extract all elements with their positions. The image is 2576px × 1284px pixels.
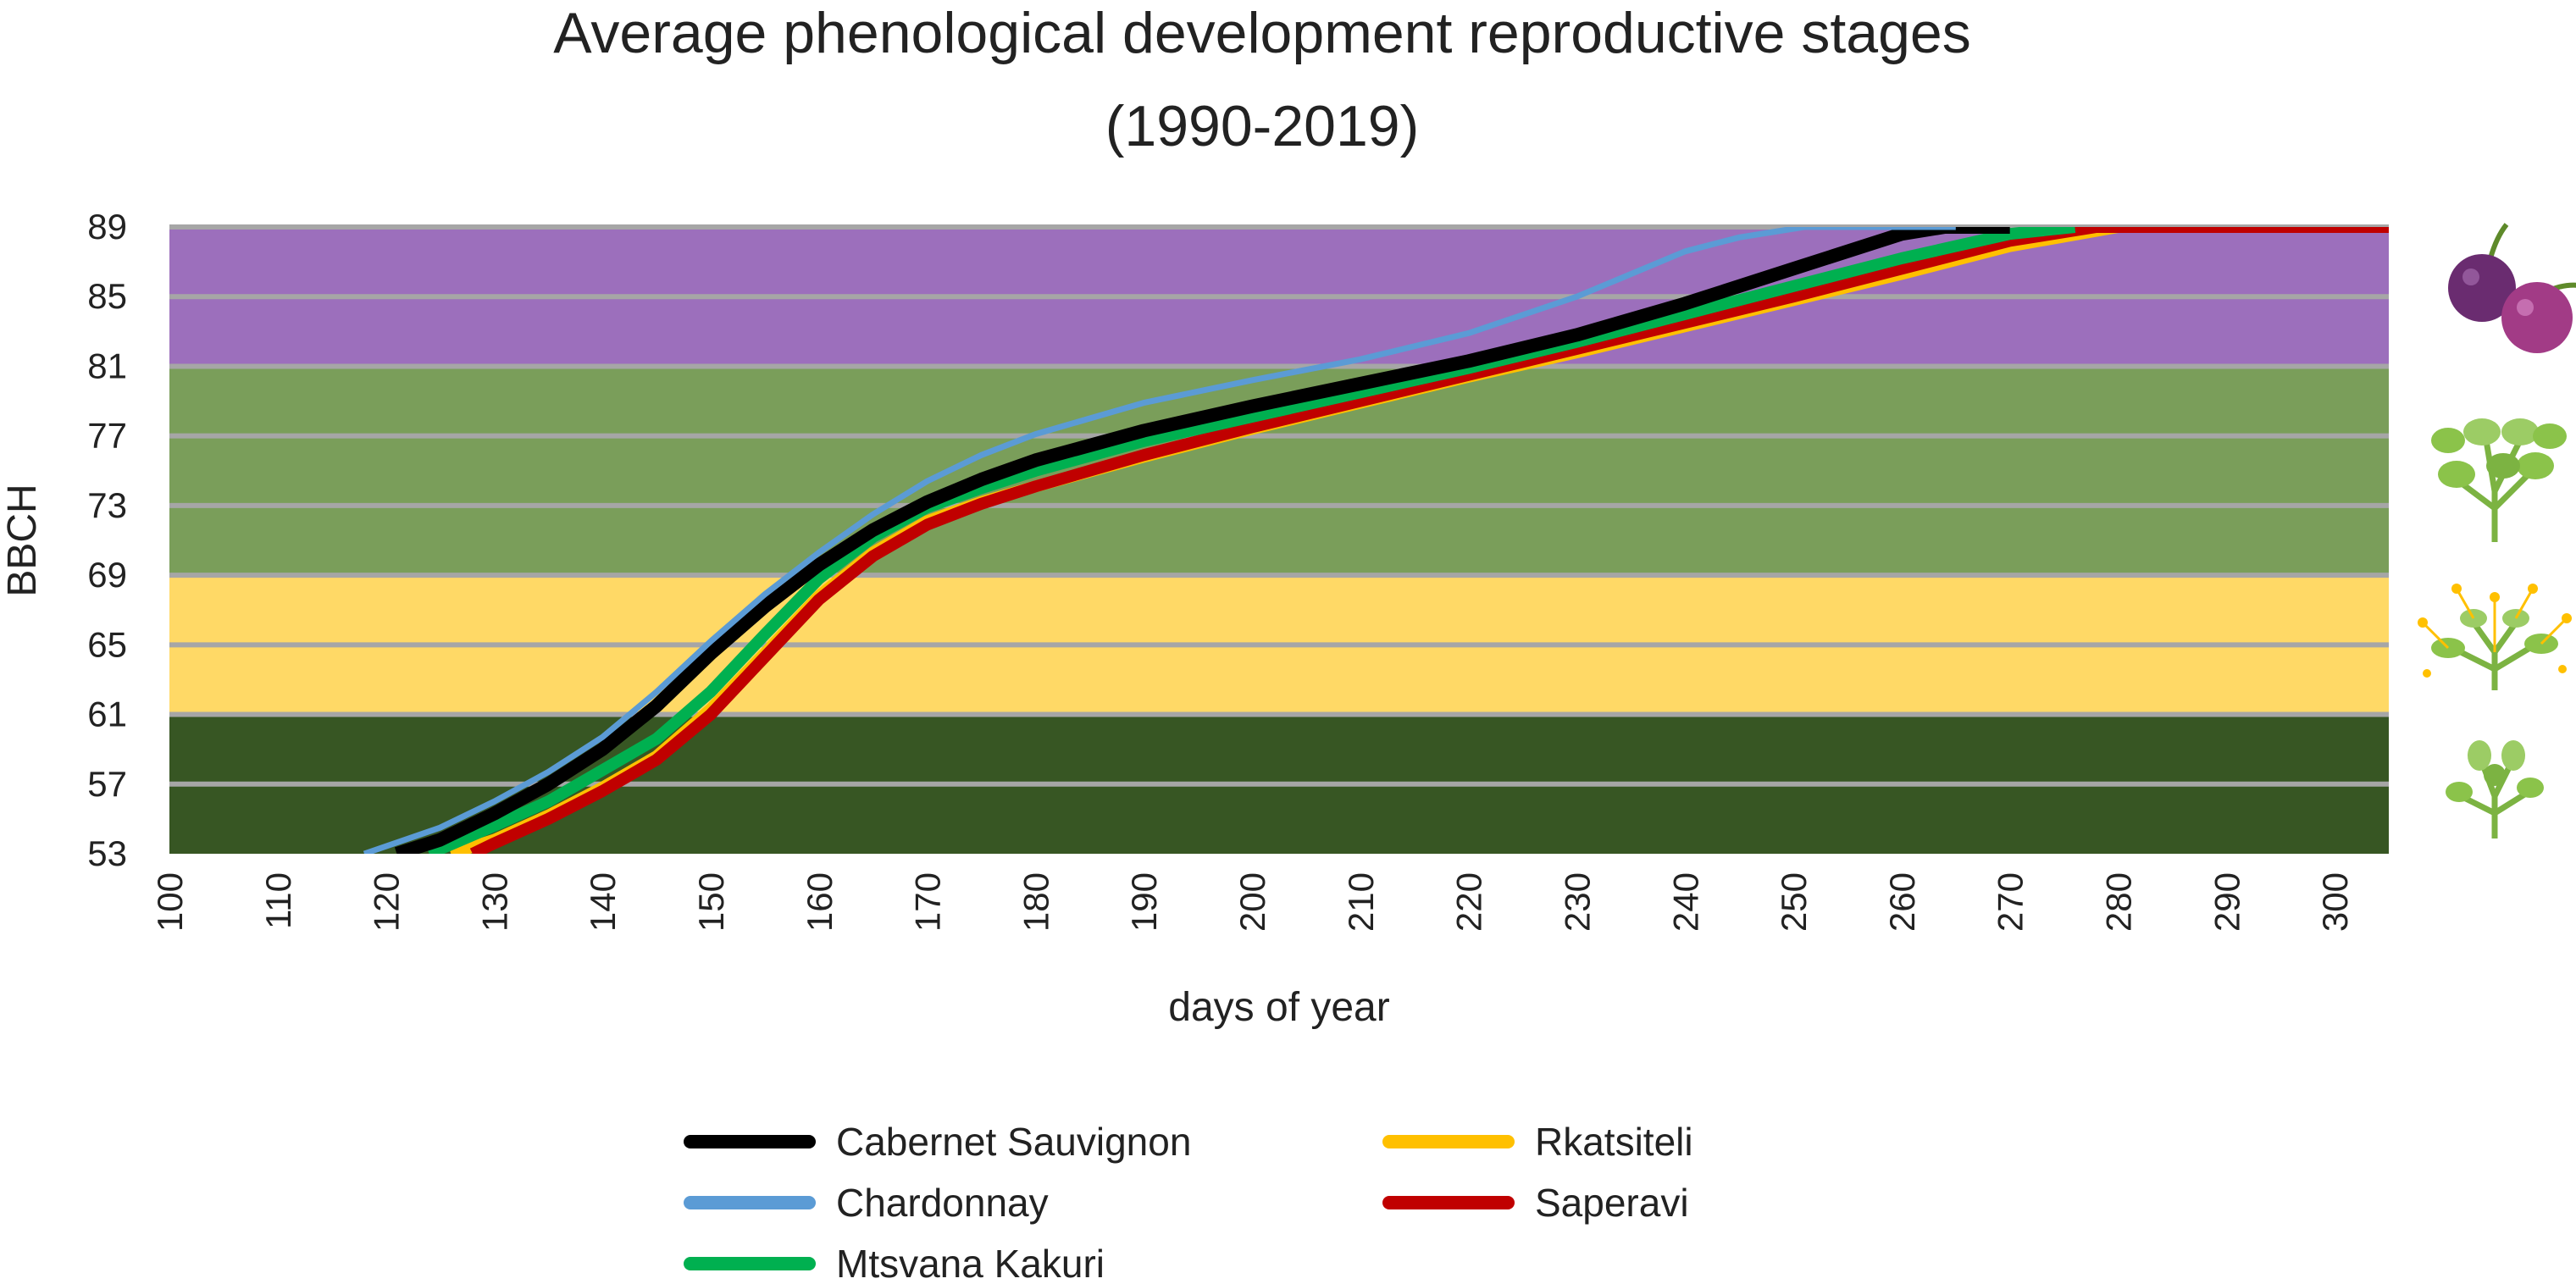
y-tick-73: 73: [87, 485, 127, 525]
x-tick-140: 140: [583, 872, 623, 932]
x-tick-120: 120: [367, 872, 407, 932]
gridlines: [169, 224, 2389, 787]
flowering-icon: [2418, 584, 2572, 690]
x-tick-290: 290: [2207, 872, 2246, 932]
legend-item-cabernet-sauvignon: Cabernet Sauvignon: [684, 1120, 1191, 1164]
x-tick-270: 270: [1991, 872, 2030, 932]
series-line-chardonnay: [363, 227, 1956, 854]
y-tick-89: 89: [87, 207, 127, 246]
x-tick-260: 260: [1882, 872, 1922, 932]
chart-subtitle: (1990-2019): [1105, 94, 1419, 158]
series-line-cabernet-sauvignon: [394, 227, 2010, 854]
x-tick-100: 100: [150, 872, 190, 932]
legend-item-mtsvana-kakuri: Mtsvana Kakuri: [684, 1242, 1105, 1284]
legend-label-cabernet-sauvignon: Cabernet Sauvignon: [836, 1120, 1191, 1164]
x-tick-220: 220: [1449, 872, 1489, 932]
legend-label-rkatsiteli: Rkatsiteli: [1535, 1120, 1693, 1164]
legend-item-saperavi: Saperavi: [1382, 1181, 1689, 1225]
legend: Cabernet Sauvignon Chardonnay Mtsvana Kaku…: [684, 1120, 1693, 1284]
x-axis-label: days of year: [1168, 985, 1389, 1030]
y-tick-labels: 53 57 61 65 69 73 77 81 85 89: [87, 207, 127, 873]
legend-label-saperavi: Saperavi: [1535, 1181, 1689, 1225]
x-tick-labels: 100 110 120 130 140 150 160 170 180 190 200 210 220 2…: [150, 872, 2355, 932]
y-tick-85: 85: [87, 276, 127, 316]
berry-development-icon: [2431, 418, 2567, 542]
chart-title: Average phenological development reprodu…: [553, 1, 1970, 65]
y-tick-61: 61: [87, 695, 127, 734]
y-tick-77: 77: [87, 416, 127, 456]
legend-item-chardonnay: Chardonnay: [684, 1181, 1049, 1225]
y-tick-69: 69: [87, 555, 127, 595]
x-tick-130: 130: [474, 872, 514, 932]
x-tick-180: 180: [1016, 872, 1055, 932]
series-line-saperavi: [469, 227, 2389, 854]
legend-label-mtsvana-kakuri: Mtsvana Kakuri: [836, 1242, 1105, 1284]
x-tick-280: 280: [2098, 872, 2138, 932]
y-axis-label: BBCH: [0, 484, 45, 596]
x-tick-210: 210: [1341, 872, 1381, 932]
x-tick-250: 250: [1774, 872, 1814, 932]
x-tick-230: 230: [1557, 872, 1597, 932]
x-tick-240: 240: [1665, 872, 1705, 932]
stage-bands: [169, 227, 2389, 854]
x-tick-300: 300: [2315, 872, 2355, 932]
x-tick-170: 170: [908, 872, 948, 932]
ripe-berries-icon: [2448, 223, 2576, 353]
y-tick-57: 57: [87, 764, 127, 804]
x-tick-110: 110: [258, 872, 298, 929]
x-tick-200: 200: [1233, 872, 1272, 932]
inflorescence-icon: [2446, 740, 2544, 838]
legend-label-chardonnay: Chardonnay: [836, 1181, 1049, 1225]
x-tick-160: 160: [800, 872, 839, 932]
y-tick-65: 65: [87, 624, 127, 664]
x-tick-190: 190: [1124, 872, 1164, 932]
x-tick-150: 150: [691, 872, 731, 932]
series-line-mtsvana-kakuri: [426, 227, 2076, 854]
legend-item-rkatsiteli: Rkatsiteli: [1382, 1120, 1693, 1164]
y-tick-53: 53: [87, 833, 127, 873]
series-lines: [363, 227, 2389, 854]
y-tick-81: 81: [87, 346, 127, 385]
